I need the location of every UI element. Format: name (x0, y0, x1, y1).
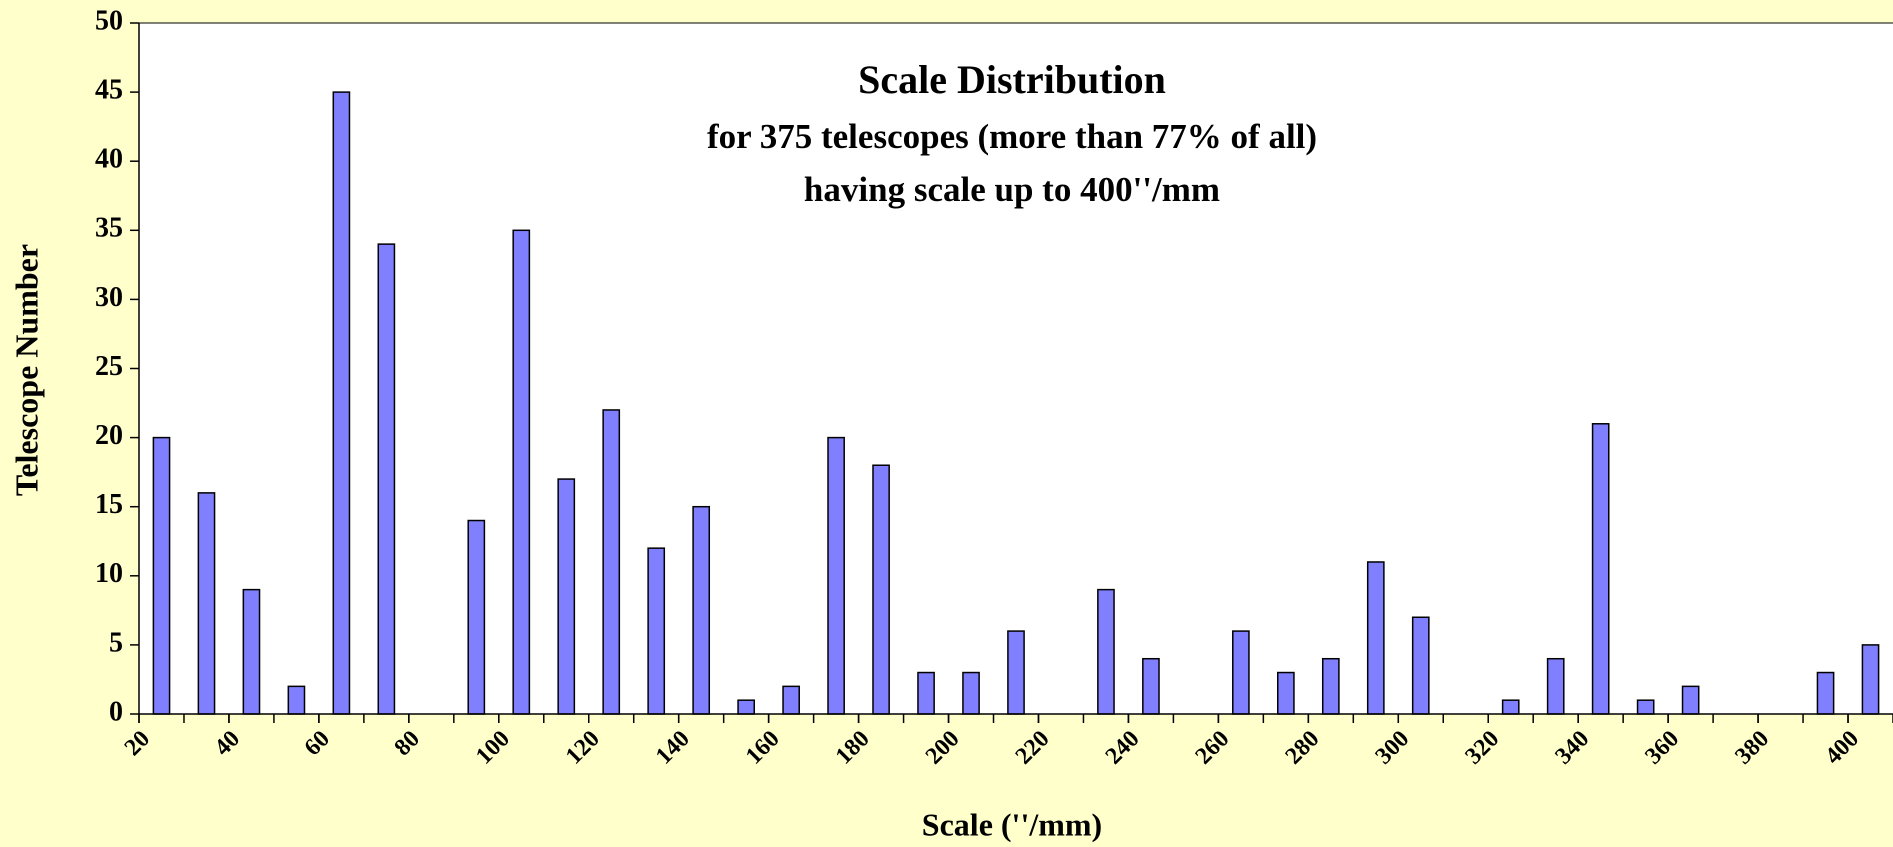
y-tick-label: 15 (95, 489, 123, 520)
x-tick-label: 200 (921, 726, 965, 770)
x-tick-label: 380 (1730, 726, 1774, 770)
chart-subtitle: having scale up to 400''/mm (804, 170, 1220, 209)
x-tick-label: 240 (1101, 726, 1145, 770)
bar (827, 436, 845, 715)
x-tick-label: 360 (1640, 726, 1684, 770)
y-tick-label: 50 (95, 5, 123, 36)
x-tick-label: 160 (741, 726, 785, 770)
y-tick-label: 20 (95, 420, 123, 451)
x-tick-label: 20 (120, 726, 155, 761)
bar (197, 492, 216, 715)
x-tick-label: 60 (300, 726, 335, 761)
bar (1636, 699, 1655, 715)
bar (692, 505, 711, 715)
x-tick-label: 100 (471, 726, 515, 770)
x-tick-label: 300 (1371, 726, 1415, 770)
bar (512, 229, 531, 715)
bar (1142, 657, 1160, 715)
bar (1007, 630, 1025, 715)
bar (737, 699, 755, 715)
bar (287, 685, 306, 715)
bar (1501, 699, 1520, 715)
x-tick-label: 280 (1281, 726, 1325, 770)
bar (782, 685, 800, 715)
bar (1591, 423, 1610, 715)
bar (242, 588, 261, 715)
bar (332, 91, 351, 715)
bar (647, 547, 666, 715)
bar (152, 436, 171, 715)
bar (1366, 561, 1385, 715)
bar (1546, 657, 1565, 715)
bar (1321, 657, 1340, 715)
y-tick-label: 5 (109, 627, 123, 658)
bar (1861, 644, 1880, 715)
y-tick-label: 25 (95, 351, 123, 382)
chart-title: Scale Distribution (858, 57, 1166, 102)
x-tick-label: 220 (1011, 726, 1055, 770)
x-tick-label: 120 (561, 726, 605, 770)
bar (1232, 630, 1250, 715)
y-tick-label: 40 (95, 144, 123, 175)
y-axis-label: Telescope Number (8, 244, 44, 496)
bar (1816, 671, 1835, 715)
bar (557, 478, 576, 715)
bar (1681, 685, 1700, 715)
x-tick-label: 180 (831, 726, 875, 770)
bar (917, 671, 935, 715)
bar (377, 243, 396, 715)
bar (962, 671, 980, 715)
y-tick-label: 0 (109, 696, 123, 727)
bar (602, 409, 621, 715)
y-tick-label: 30 (95, 282, 123, 313)
x-axis-label: Scale (''/mm) (922, 806, 1102, 842)
bar (467, 519, 486, 715)
x-tick-label: 40 (210, 726, 245, 761)
x-tick-label: 400 (1820, 726, 1864, 770)
chart-subtitle: for 375 telescopes (more than 77% of all… (707, 117, 1317, 156)
x-tick-label: 80 (390, 726, 425, 761)
bar (1277, 671, 1295, 715)
x-tick-label: 340 (1550, 726, 1594, 770)
y-tick-label: 45 (95, 75, 123, 106)
x-tick-label: 140 (651, 726, 695, 770)
y-tick-label: 35 (95, 213, 123, 244)
x-tick-label: 260 (1191, 726, 1235, 770)
x-tick-label: 320 (1461, 726, 1505, 770)
bar (1411, 616, 1430, 715)
bar (1097, 588, 1115, 715)
bar (872, 464, 890, 715)
y-tick-label: 10 (95, 558, 123, 589)
